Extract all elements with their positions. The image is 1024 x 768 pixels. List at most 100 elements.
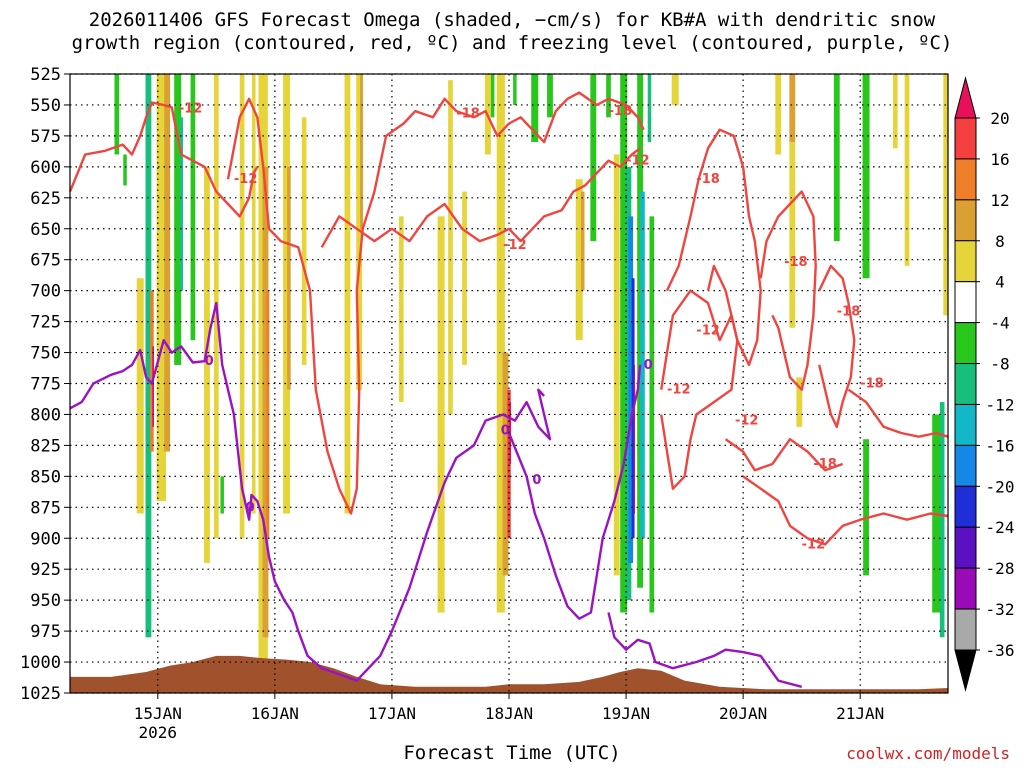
omega-shade [114, 74, 120, 155]
y-tick-label: 925 [30, 560, 61, 580]
dgz-contour-label: -12 [234, 172, 257, 187]
y-tick-label: 575 [30, 127, 61, 147]
omega-shade [239, 74, 245, 539]
colorbar-label: -24 [986, 518, 1015, 537]
omega-shade [590, 74, 597, 242]
colorbar-box [954, 281, 977, 324]
omega-shade [628, 216, 634, 564]
omega-shade [633, 364, 635, 514]
y-tick-label: 950 [30, 591, 61, 611]
freezing-contour-line [607, 612, 803, 688]
colorbar-label: 12 [990, 191, 1009, 210]
omega-shade [620, 74, 628, 613]
y-tick-label: 1000 [20, 653, 61, 673]
dgz-contour-label: -18 [860, 377, 884, 392]
y-tick-label: 875 [30, 498, 61, 518]
colorbar-box [954, 199, 977, 242]
omega-shade [437, 216, 445, 613]
freezing-contour-line [507, 364, 642, 620]
y-tick-label: 975 [30, 622, 61, 642]
omega-shade [580, 191, 585, 291]
colorbar: 20 16 12 8 4 -4 -8 -12 -16 -20 -24 -28 -32 -36 [954, 76, 1015, 692]
omega-shade [775, 74, 782, 155]
terrain-surface [70, 655, 948, 693]
omega-shade [344, 74, 351, 514]
omega-shade [287, 166, 291, 390]
colorbar-label: -4 [990, 314, 1009, 333]
x-tick-label: 15JAN [134, 704, 182, 723]
colorbar-label: 20 [990, 109, 1009, 128]
omega-shade [943, 74, 948, 316]
omega-shade [833, 74, 840, 242]
y-tick-label: 800 [30, 405, 61, 425]
omega-shade [640, 191, 645, 539]
omega-shade [462, 191, 467, 365]
y-tick-label: 1025 [20, 684, 61, 704]
omega-shade [490, 74, 495, 118]
y-tick-label: 675 [30, 251, 61, 271]
omega-shade [448, 80, 453, 415]
x-tick-sublabel: 2026 [139, 723, 178, 742]
colorbar-label: 16 [990, 150, 1009, 169]
colorbar-label: 8 [995, 232, 1005, 251]
omega-shade [266, 290, 270, 539]
omega-shade [252, 74, 256, 514]
freezing-contour-label: 0 [501, 424, 510, 439]
y-tick-label: 850 [30, 467, 61, 487]
omega-shade [547, 74, 553, 118]
omega-shade [496, 74, 505, 613]
omega-shade [637, 74, 644, 588]
dgz-contour-line [68, 101, 259, 218]
omega-shade [789, 74, 796, 143]
omega-shade [204, 166, 210, 564]
dgz-contour-line [724, 438, 844, 472]
dgz-contour-label: -12 [802, 537, 826, 552]
dgz-contour-label: -12 [735, 414, 759, 429]
dgz-contour-label: -18 [456, 107, 480, 122]
colorbar-box [954, 444, 977, 487]
dgz-contour-label: -18 [813, 457, 837, 472]
omega-shade [164, 74, 171, 452]
freezing-contour-label: 0 [205, 354, 214, 369]
dgz-contour-label: -12 [696, 323, 720, 338]
dgz-contour-label: -12 [626, 154, 650, 169]
terrain [70, 655, 948, 693]
omega-shade [502, 352, 509, 576]
freezing-contour-label: 0 [532, 473, 541, 488]
omega-shade [145, 74, 152, 638]
dgz-contour-line [320, 147, 641, 248]
x-tick-label: 19JAN [602, 704, 650, 723]
chart-title-line-2: growth region (contoured, red, ºC) and f… [71, 32, 953, 54]
x-tick-label: 20JAN [719, 704, 767, 723]
colorbar-box [954, 485, 977, 528]
colorbar-label: 4 [995, 273, 1005, 292]
omega-shade [789, 142, 796, 328]
colorbar-box [954, 240, 977, 283]
omega-shade [863, 439, 869, 576]
x-tick-label: 18JAN [485, 704, 533, 723]
x-tick-label: 16JAN [251, 704, 299, 723]
y-tick-label: 750 [30, 344, 61, 364]
omega-shade [156, 74, 166, 502]
y-tick-label: 625 [30, 189, 61, 209]
y-tick-label: 700 [30, 282, 61, 302]
colorbar-box [954, 158, 977, 201]
dgz-contour-line [818, 264, 856, 428]
omega-shade [671, 74, 679, 105]
omega-shade [796, 377, 803, 427]
colorbar-label: -32 [986, 600, 1015, 619]
dgz-contour-label: -12 [179, 102, 203, 117]
dgz-contour-label: -12 [503, 238, 527, 253]
x-tick-label: 21JAN [836, 704, 884, 723]
y-tick-label: 725 [30, 313, 61, 333]
freezing-contour-label: 0 [644, 358, 653, 373]
omega-shade [606, 74, 611, 118]
omega-shading [114, 74, 948, 663]
credit-text[interactable]: coolwx.com/models [846, 744, 1010, 763]
omega-shade [862, 74, 870, 279]
omega-shade [939, 402, 945, 638]
omega-shade [649, 216, 655, 613]
x-axis-label: Forecast Time (UTC) [403, 742, 621, 764]
dgz-contour-line [742, 475, 949, 546]
